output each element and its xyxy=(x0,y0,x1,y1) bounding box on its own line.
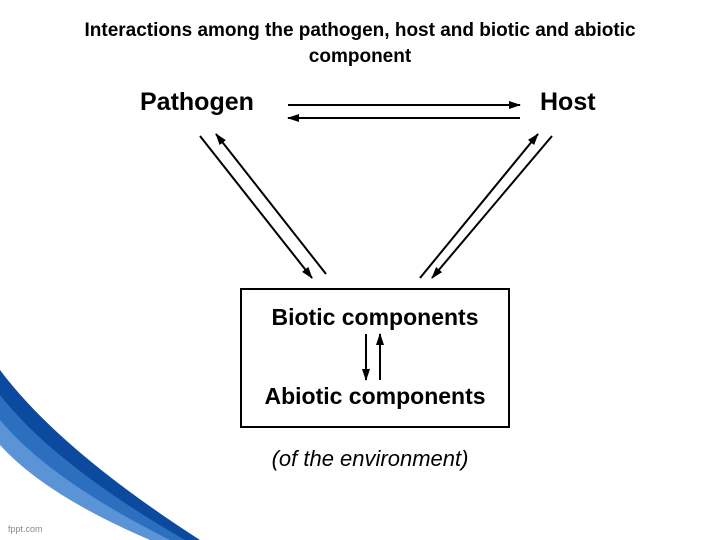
slide-title: Interactions among the pathogen, host an… xyxy=(0,18,720,69)
abiotic-label: Abiotic components xyxy=(242,383,508,410)
biotic-label: Biotic components xyxy=(242,304,508,331)
footer-credit: fppt.com xyxy=(8,524,43,534)
slide: Interactions among the pathogen, host an… xyxy=(0,0,720,540)
components-box: Biotic components Abiotic components xyxy=(240,288,510,428)
interaction-diagram: Pathogen Host Biotic components xyxy=(120,78,620,508)
environment-caption: (of the environment) xyxy=(120,446,620,472)
